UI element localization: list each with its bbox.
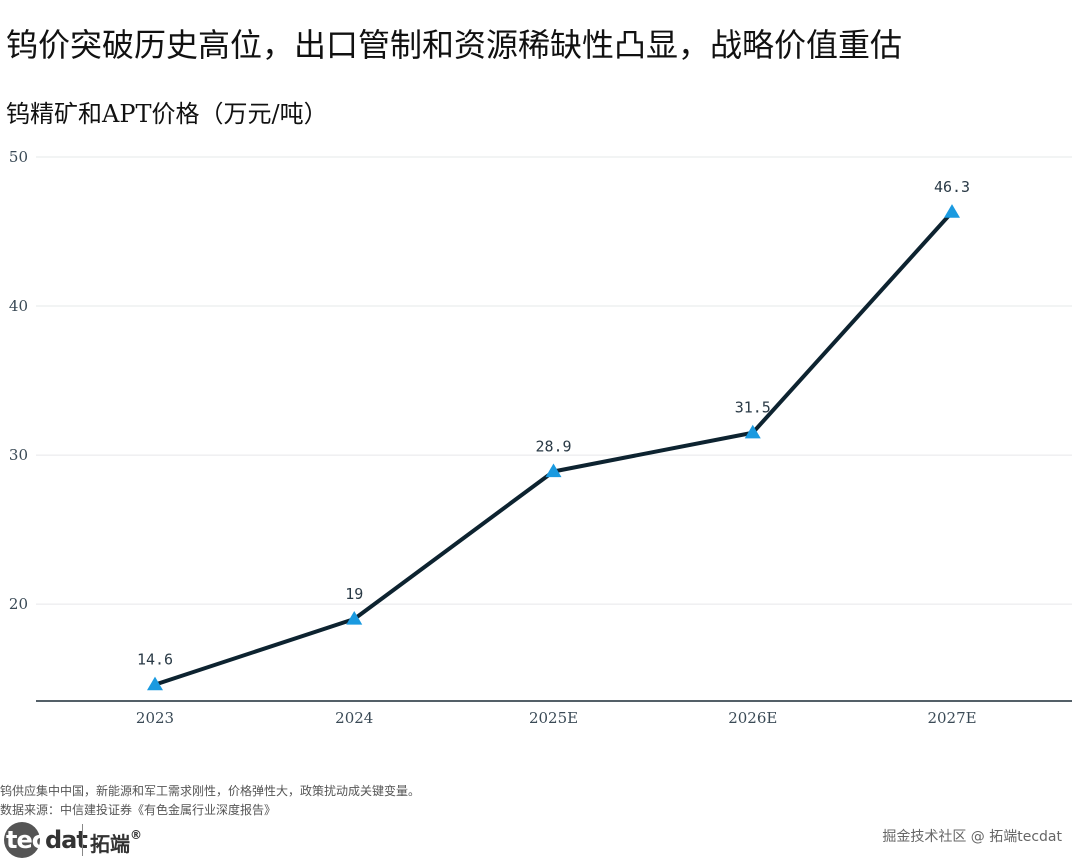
- data-label: 28.9: [535, 437, 571, 455]
- y-tick-label: 20: [9, 595, 28, 613]
- data-label: 19: [345, 585, 363, 603]
- data-point-marker: [346, 611, 363, 625]
- series-markers: [147, 204, 960, 691]
- data-point-marker: [744, 424, 761, 439]
- tecdat-logo: tecdat 拓端®: [4, 820, 144, 860]
- y-tick-label: 30: [9, 446, 28, 464]
- logo-chinese: 拓端®: [90, 828, 142, 856]
- x-tick-label: 2025E: [529, 709, 578, 727]
- data-point-marker: [545, 463, 562, 478]
- logo-divider: [82, 824, 83, 856]
- y-tick-label: 40: [9, 297, 28, 315]
- logo-circle-icon: [4, 822, 40, 858]
- y-axis-ticks: 20 30 40 50: [9, 148, 28, 613]
- page-title: 钨价突破历史高位，出口管制和资源稀缺性凸显，战略价值重估: [6, 26, 903, 64]
- data-label: 31.5: [735, 399, 771, 417]
- x-tick-label: 2023: [136, 709, 174, 727]
- logo-wordmark: tecdat: [6, 826, 88, 854]
- data-label: 14.6: [137, 651, 173, 669]
- line-chart: 20 30 40 50 2023 2024 2025E 2026E 2027E 14.6 19 2…: [9, 148, 1072, 727]
- x-tick-label: 2027E: [927, 709, 976, 727]
- footnote-description: 钨供应集中中国，新能源和军工需求刚性，价格弹性大，政策扰动成关键变量。: [0, 784, 421, 798]
- x-tick-label: 2026E: [728, 709, 777, 727]
- x-tick-label: 2024: [335, 709, 373, 727]
- chart-title: 钨精矿和APT价格（万元/吨）: [6, 100, 328, 128]
- data-point-marker: [944, 204, 960, 218]
- data-labels: 14.6 19 28.9 31.5 46.3: [137, 178, 970, 668]
- data-label: 46.3: [934, 178, 970, 196]
- grid-lines: [36, 156, 1072, 605]
- watermark: 掘金技术社区 @ 拓端tecdat: [882, 829, 1062, 845]
- data-point-marker: [147, 676, 163, 691]
- x-axis-ticks: 2023 2024 2025E 2026E 2027E: [136, 709, 977, 727]
- y-tick-label: 50: [9, 148, 28, 166]
- footnote-source: 数据来源：中信建投证券《有色金属行业深度报告》: [0, 803, 277, 817]
